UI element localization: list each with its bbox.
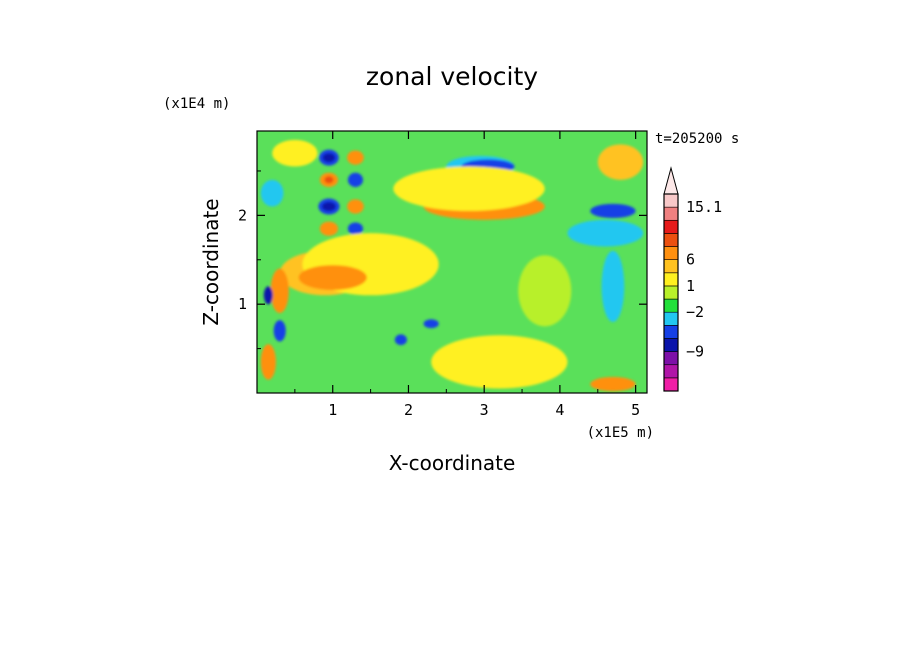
colorbar-max-arrow — [663, 166, 679, 195]
time-label: t=205200 s — [655, 131, 739, 147]
contour-patch-22 — [273, 320, 286, 342]
colorbar-label-4: −9 — [686, 343, 704, 361]
colorbar-swatch-12 — [663, 219, 679, 234]
colorbar-swatch-14 — [663, 193, 679, 208]
contour-patch-9 — [347, 199, 364, 214]
chart-title: zonal velocity — [366, 62, 538, 91]
contour-patch-6 — [319, 221, 339, 236]
colorbar-swatch-6 — [663, 298, 679, 313]
y-tick-label-0: 1 — [238, 295, 247, 313]
plot-area — [257, 131, 647, 393]
x-tick-label-2: 3 — [480, 401, 489, 419]
y-tick-label-1: 2 — [238, 206, 247, 224]
y-axis: 12 — [238, 170, 647, 350]
contour-patches — [260, 139, 644, 392]
colorbar-swatch-5 — [663, 311, 679, 326]
colorbar-swatch-7 — [663, 285, 679, 300]
contour-patch-21 — [263, 286, 273, 305]
colorbar-swatch-1 — [663, 364, 679, 379]
colorbar-swatch-8 — [663, 272, 679, 287]
contour-patch-30 — [597, 144, 644, 180]
contour-patch-5 — [322, 202, 336, 211]
contour-patch-19 — [298, 265, 367, 290]
contour-patch-7 — [347, 150, 364, 165]
contour-patch-25 — [423, 319, 439, 329]
colorbar-swatch-0 — [663, 377, 679, 392]
contour-patch-31 — [272, 139, 318, 167]
contour-patch-23 — [260, 344, 276, 380]
colorbar-frame — [663, 193, 679, 392]
colorbar: 15.1 6 1 −2 −9 — [663, 166, 722, 392]
contour-patch-10 — [347, 222, 364, 235]
colorbar-swatch-10 — [663, 246, 679, 260]
plot-frame — [256, 130, 648, 394]
contour-patch-29 — [601, 250, 625, 322]
colorbar-label-0: 15.1 — [686, 198, 722, 216]
x-unit-label: (x1E5 m) — [587, 425, 654, 441]
y-unit-label: (x1E4 m) — [163, 96, 230, 112]
x-tick-label-4: 5 — [631, 401, 640, 419]
contour-patch-3 — [324, 176, 334, 184]
contour-patch-28 — [518, 255, 572, 327]
colorbar-label-3: −2 — [686, 303, 704, 321]
x-tick-label-0: 1 — [328, 401, 337, 419]
contour-patch-24 — [394, 334, 407, 346]
colorbar-swatch-11 — [663, 233, 679, 247]
contour-patch-27 — [590, 377, 636, 392]
x-axis-label: X-coordinate — [389, 451, 516, 475]
x-tick-label-3: 4 — [555, 401, 564, 419]
contour-patch-32 — [260, 179, 284, 207]
contour-patch-14 — [393, 166, 545, 211]
colorbar-label-2: 1 — [686, 277, 695, 295]
colorbar-swatch-2 — [663, 351, 679, 366]
contour-patch-1 — [322, 153, 335, 163]
x-axis: 1 2 3 4 5 — [294, 131, 640, 419]
y-axis-label: Z-coordinate — [199, 198, 223, 325]
colorbar-swatch-13 — [663, 206, 679, 221]
x-tick-label-1: 2 — [404, 401, 413, 419]
contour-patch-16 — [567, 219, 644, 247]
colorbar-swatch-3 — [663, 338, 679, 352]
contour-patch-8 — [347, 172, 364, 187]
colorbar-swatch-4 — [663, 325, 679, 339]
contour-patch-20 — [270, 268, 289, 314]
colorbar-label-1: 6 — [686, 251, 695, 269]
contour-patch-26 — [431, 335, 568, 389]
contour-patch-15 — [590, 203, 636, 219]
colorbar-swatch-9 — [663, 259, 679, 274]
